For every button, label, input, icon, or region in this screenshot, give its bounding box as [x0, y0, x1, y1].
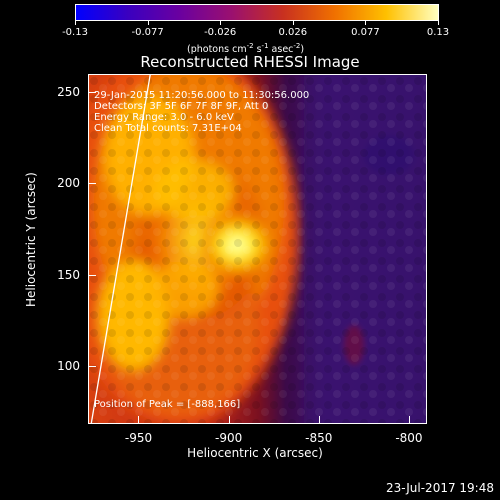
y-tick [88, 274, 96, 276]
colorbar-tick-label: -0.026 [204, 27, 237, 38]
solar-limb-line [90, 75, 151, 423]
colorbar-tick-label: -0.13 [62, 27, 88, 38]
colorbar-tick-label: 0.077 [351, 27, 380, 38]
y-tick-label: 250 [57, 85, 80, 100]
y-tick-label: 100 [57, 358, 80, 373]
x-tick [228, 416, 230, 424]
y-tick [88, 365, 96, 367]
image-plot[interactable]: 29-Jan-2015 11:20:56.000 to 11:30:56.000… [88, 74, 427, 424]
x-tick [408, 416, 410, 424]
colorbar-tick-label: -0.077 [131, 27, 164, 38]
x-tick-label: -800 [395, 431, 423, 445]
time-range-text: 29-Jan-2015 11:20:56.000 to 11:30:56.000 [94, 90, 310, 101]
x-tick-label: -950 [124, 431, 153, 445]
image-texture [89, 75, 426, 423]
x-tick [318, 416, 320, 424]
y-tick [88, 92, 96, 94]
y-tick-label: 150 [57, 267, 80, 282]
colorbar-units: (photons cm-2 s-1 asec-2) [187, 42, 305, 56]
y-tick-label: 200 [57, 176, 80, 191]
detectors-text: Detectors: 3F 5F 6F 7F 8F 9F, Att 0 [94, 101, 269, 112]
y-axis-label: Heliocentric Y (arcsec) [24, 172, 38, 307]
colorbar-tick [147, 21, 149, 25]
peak-position-text: Position of Peak = [-888,166] [94, 399, 241, 410]
x-tick [138, 416, 140, 424]
energy-range-text: Energy Range: 3.0 - 6.0 keV [94, 112, 234, 123]
x-axis-label: Heliocentric X (arcsec) [187, 446, 323, 460]
colorbar-tick-label: 0.026 [278, 27, 308, 38]
colorbar-tick [365, 21, 367, 25]
x-tick-label: -850 [305, 431, 333, 445]
colorbar-tick [292, 21, 294, 25]
rhessi-image [89, 75, 426, 423]
x-tick-label: -900 [215, 431, 243, 445]
plot-title: Reconstructed RHESSI Image [140, 53, 360, 71]
colorbar [75, 4, 439, 21]
timestamp: 23-Jul-2017 19:48 [385, 481, 494, 495]
colorbar-tick [75, 21, 76, 25]
colorbar-tick [438, 21, 439, 25]
total-counts-text: Clean Total counts: 7.31E+04 [94, 123, 242, 134]
colorbar-tick-label: 0.13 [426, 27, 450, 38]
y-tick [88, 183, 96, 185]
colorbar-tick [220, 21, 222, 25]
